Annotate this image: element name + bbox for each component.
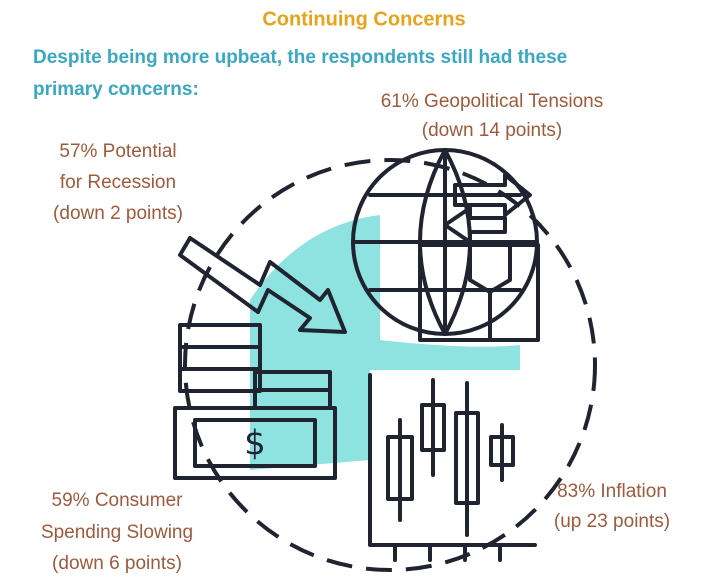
concern-label: (down 6 points): [52, 553, 182, 574]
svg-text:$: $: [244, 424, 266, 464]
subtitle: primary concerns:: [33, 79, 199, 100]
infographic: Continuing Concerns Despite being more u…: [0, 0, 728, 580]
concern-label: 57% Potential: [59, 141, 176, 162]
concern-label: (up 23 points): [554, 511, 670, 532]
concern-label: 59% Consumer: [52, 490, 184, 511]
concern-label: 61% Geopolitical Tensions: [381, 91, 604, 112]
concern-label: (down 2 points): [53, 203, 183, 224]
illustration: $: [175, 150, 595, 570]
concern-label: (down 14 points): [422, 120, 562, 141]
title: Continuing Concerns: [262, 8, 465, 30]
concern-label: Spending Slowing: [41, 522, 193, 543]
subtitle: Despite being more upbeat, the responden…: [33, 47, 567, 68]
concern-label: 83% Inflation: [557, 481, 667, 502]
concern-label: for Recession: [60, 172, 176, 193]
